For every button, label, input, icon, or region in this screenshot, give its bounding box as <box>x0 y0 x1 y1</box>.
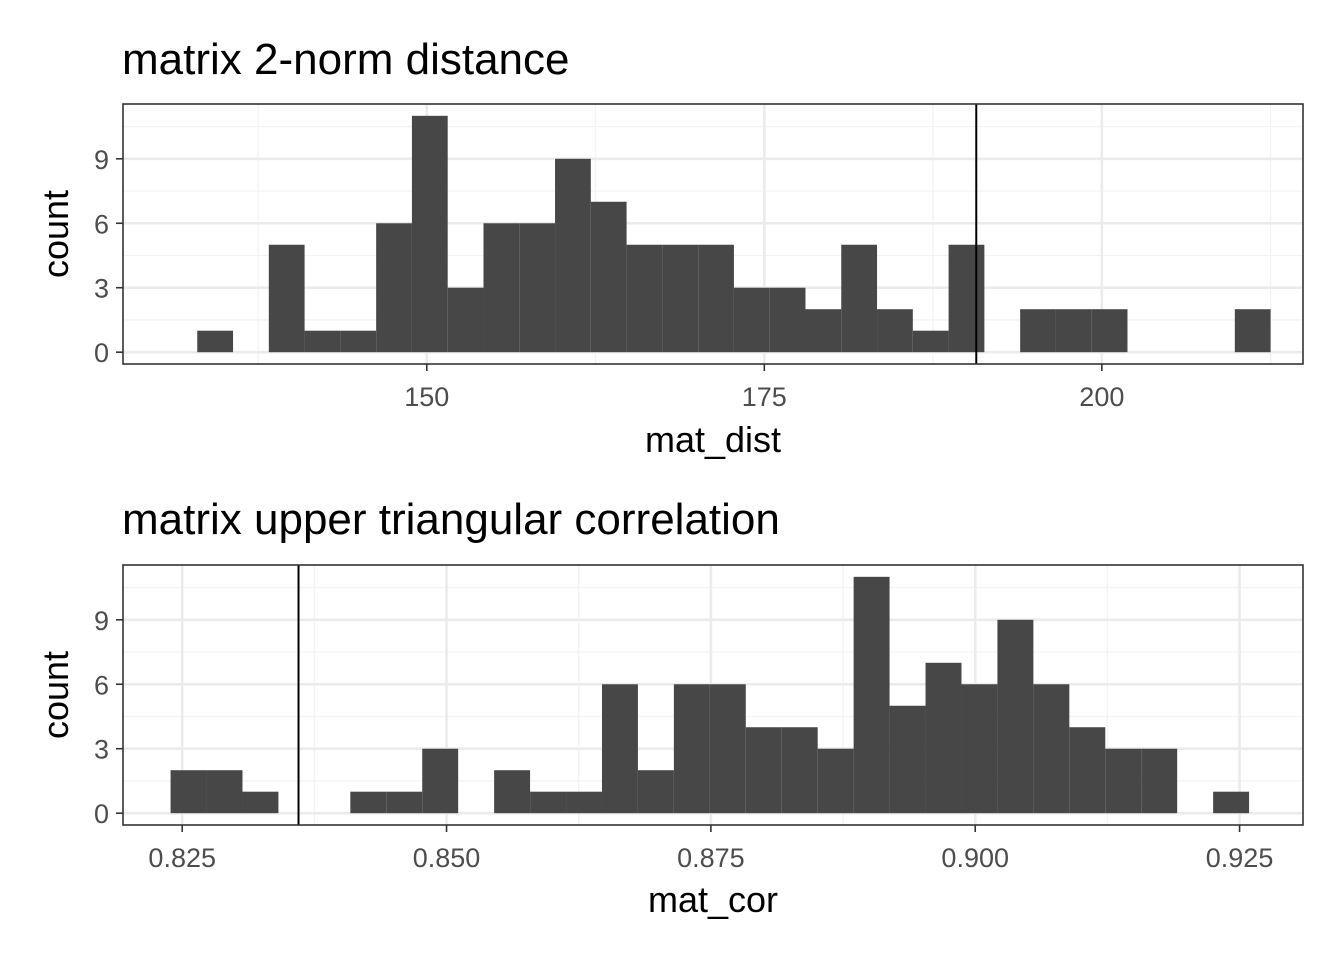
x-tick-label: 0.925 <box>1206 843 1274 873</box>
x-tick-label: 200 <box>1079 382 1124 412</box>
y-tick-label: 3 <box>94 274 109 304</box>
histogram-bar <box>1213 791 1250 814</box>
histogram-bar <box>637 770 674 814</box>
histogram-bar <box>304 330 341 353</box>
histogram-bar <box>447 287 484 353</box>
x-axis-title: mat_cor <box>648 879 778 920</box>
chart-panel-distance: matrix 2-norm distance 150 175 200 0 3 6 9 ma… <box>35 35 1304 460</box>
panel-border <box>122 564 1304 826</box>
histogram-bar <box>268 244 305 353</box>
histogram-bar <box>1091 309 1128 353</box>
x-axis-ticks: 150 175 200 <box>404 364 1124 412</box>
histogram-bar <box>817 748 854 814</box>
x-tick-label: 0.850 <box>413 843 481 873</box>
y-axis-ticks: 0 3 6 9 <box>94 145 123 368</box>
histogram-bar <box>769 287 806 353</box>
histogram-bar <box>961 684 998 814</box>
y-tick-label: 3 <box>94 735 109 765</box>
histogram-bar <box>1069 727 1106 814</box>
x-tick-label: 0.875 <box>677 843 745 873</box>
y-tick-label: 9 <box>94 145 109 175</box>
histogram-bar <box>1141 748 1178 814</box>
histogram-bar <box>483 223 520 353</box>
histogram-bar <box>530 791 567 814</box>
histogram-bar <box>1020 309 1056 353</box>
histogram-bar <box>411 115 448 353</box>
histogram-bar <box>386 791 423 814</box>
panel-border <box>122 103 1304 365</box>
histogram-bar <box>601 684 638 814</box>
histogram-bar <box>948 244 985 353</box>
x-tick-label: 150 <box>404 382 449 412</box>
histogram-bar <box>997 619 1034 814</box>
x-tick-label: 0.825 <box>148 843 216 873</box>
histogram-bar <box>170 770 207 814</box>
histogram-bar <box>1105 748 1142 814</box>
histogram-bars <box>197 115 1271 353</box>
histogram-bar <box>350 791 387 814</box>
histogram-bars <box>170 576 1250 814</box>
histogram-bar <box>853 576 890 814</box>
y-tick-label: 6 <box>94 209 109 239</box>
histogram-bar <box>662 244 699 353</box>
histogram-bar <box>376 223 412 353</box>
histogram-bar <box>733 287 770 353</box>
y-tick-label: 0 <box>94 338 109 368</box>
histogram-bar <box>1033 684 1070 814</box>
histogram-bar <box>1234 309 1271 353</box>
x-tick-label: 175 <box>742 382 787 412</box>
histogram-bar <box>206 770 243 814</box>
histogram-bar <box>925 662 962 814</box>
histogram-bar <box>1055 309 1092 353</box>
histogram-bar <box>422 748 459 814</box>
histogram-bar <box>590 201 627 353</box>
histogram-bar <box>805 309 842 353</box>
y-axis-title: count <box>35 190 76 278</box>
histogram-bar <box>841 244 878 353</box>
histogram-bar <box>912 330 949 353</box>
histogram-bar <box>698 244 734 353</box>
histogram-bar <box>555 158 591 353</box>
histogram-bar <box>889 705 926 814</box>
y-axis-title: count <box>35 651 76 739</box>
y-tick-label: 0 <box>94 799 109 829</box>
histogram-bar <box>242 791 279 814</box>
histogram-bar <box>494 770 531 814</box>
chart-panel-correlation: matrix upper triangular correlation 0.82… <box>35 495 1304 920</box>
histogram-bar <box>340 330 377 353</box>
histogram-bar <box>877 309 913 353</box>
x-axis-title: mat_dist <box>645 419 781 460</box>
y-tick-label: 6 <box>94 670 109 700</box>
histogram-bar <box>745 727 782 814</box>
chart-title: matrix 2-norm distance <box>122 35 569 84</box>
histogram-bar <box>197 330 234 353</box>
y-tick-label: 9 <box>94 606 109 636</box>
histogram-bar <box>519 223 556 353</box>
histogram-bar <box>709 684 746 814</box>
histogram-bar <box>781 727 818 814</box>
y-axis-ticks: 0 3 6 9 <box>94 606 123 829</box>
histogram-bar <box>673 684 710 814</box>
histogram-bar <box>566 791 602 814</box>
histogram-bar <box>626 244 663 353</box>
x-tick-label: 0.900 <box>941 843 1009 873</box>
chart-title: matrix upper triangular correlation <box>122 495 780 544</box>
x-axis-ticks: 0.825 0.850 0.875 0.900 0.925 <box>148 825 1273 873</box>
